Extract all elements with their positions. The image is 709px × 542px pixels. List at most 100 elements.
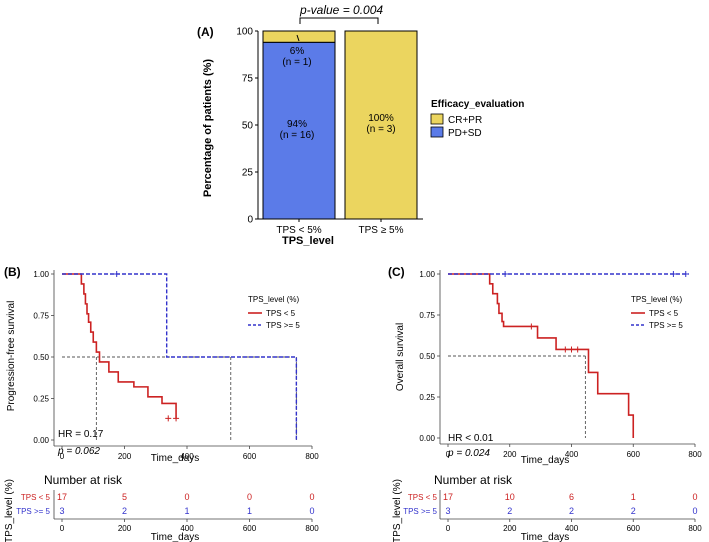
panel-c-x-tick-label: 600	[627, 450, 641, 459]
panel-b-legend-lt5: TPS < 5	[266, 309, 296, 318]
bar-annotation-count: (n = 1)	[282, 57, 311, 68]
risk-table-c-cell: 2	[507, 506, 512, 516]
panel-b-ylabel: Progression-free survival	[6, 301, 17, 412]
risk-table-c-x-tick-label: 800	[688, 524, 702, 533]
bar-annotation-pct: 100%	[368, 113, 394, 124]
panel-c-censor-mark	[528, 323, 535, 330]
panel-b-x-tick-label: 0	[60, 452, 65, 461]
panel-a-x-tick-label: TPS ≥ 5%	[359, 225, 404, 236]
annotation-leader-line	[296, 34, 300, 42]
risk-table-c-x-tick-label: 600	[627, 524, 641, 533]
bar-annotation-pct: 94%	[287, 119, 307, 130]
panel-a-y-tick-label: 25	[242, 168, 254, 179]
panel-b-xlabel: Time_days	[151, 453, 200, 464]
risk-table-c-row-label: TPS < 5	[408, 493, 438, 502]
bar-tps-ge5-cr-pr	[344, 30, 418, 220]
risk-table-b-cell: 5	[122, 492, 127, 502]
bar-tps-lt5-cr-pr	[262, 30, 336, 43]
risk-table-b-cell: 17	[57, 492, 67, 502]
risk-table-b-row-label: TPS < 5	[21, 493, 51, 502]
panel-a-y-tick-label: 50	[242, 121, 254, 132]
panel-b-curve-tps-lt5	[62, 273, 177, 419]
panel-b-legend-ge5: TPS >= 5	[266, 321, 300, 330]
panel-c-axes: 0 200 400 600 800 0.00 0.25 0.50 0.75 1.00	[419, 270, 702, 459]
risk-table-b: Number at risk TPS_level (%) Time_days T…	[4, 473, 319, 542]
risk-table-c-cell: 3	[445, 506, 450, 516]
risk-table-c-cell: 2	[631, 506, 636, 516]
risk-table-b-cell: 1	[247, 506, 252, 516]
panel-b-axes: 0 200 400 600 800 0.00 0.25 0.50 0.75 1.00	[33, 270, 319, 461]
panel-a-legend: Efficacy_evaluation CR+PR PD+SD	[430, 99, 524, 139]
panel-b-pvalue: p = 0.062	[57, 446, 100, 457]
panel-a-pvalue-bracket	[299, 17, 379, 24]
panel-c-x-tick-label: 0	[446, 450, 451, 459]
panel-c-y-tick-label: 0.75	[419, 311, 435, 320]
risk-table-b-x-tick-label: 200	[118, 524, 132, 533]
risk-table-b-ylabel: TPS_level (%)	[4, 479, 15, 542]
panel-b-censor-mark	[113, 271, 120, 277]
panel-b-y-tick-label: 0.25	[33, 395, 49, 404]
panel-c-censor-mark	[568, 346, 575, 353]
risk-table-c-cell: 6	[569, 492, 574, 502]
risk-table-c-cell: 1	[631, 492, 636, 502]
panel-b-curve-tps-ge5	[62, 273, 298, 440]
panel-b-y-tick-label: 0.00	[33, 436, 49, 445]
risk-table-b-row-label: TPS >= 5	[16, 507, 50, 516]
risk-table-c-x-tick-label: 200	[503, 524, 517, 533]
bar-annotation-pct: 6%	[290, 46, 305, 57]
panel-c: (C) 0 200 400 600 800 0.00 0.25 0.50 0.75 1.00 Ti…	[388, 265, 702, 466]
panel-b-curves	[62, 271, 298, 440]
panel-c-y-tick-label: 0.50	[419, 352, 435, 361]
panel-b-x-tick-label: 800	[305, 452, 319, 461]
panel-c-y-tick-label: 1.00	[419, 270, 435, 279]
panel-c-pvalue: p = 0.024	[447, 448, 490, 459]
panel-b-y-tick-label: 0.50	[33, 353, 49, 362]
risk-table-c-x-tick-label: 400	[565, 524, 579, 533]
panel-b-x-tick-label: 400	[180, 452, 194, 461]
panel-c-censor-mark	[670, 271, 677, 277]
risk-table-c-cell: 0	[692, 492, 697, 502]
panel-a-bars: 6%(n = 1) 94%(n = 16) 100%(n = 3)	[262, 30, 418, 220]
panel-c-y-tick-label: 0.00	[419, 434, 435, 443]
panel-b-legend: TPS_level (%) TPS < 5 TPS >= 5	[248, 295, 300, 330]
panel-b: (B) 0 200 400 600 800 0.00 0.25 0.50 0.75 1.00 Ti…	[4, 265, 319, 464]
panel-a: (A) p-value = 0.004 0 25 50 75 100 6%(n = 1)…	[197, 3, 524, 247]
panel-a-xlabel: TPS_level	[282, 235, 334, 247]
risk-table-b-x-tick-label: 400	[180, 524, 194, 533]
risk-table-b-x-tick-label: 0	[60, 524, 65, 533]
risk-table-b-cell: 0	[309, 506, 314, 516]
panel-b-y-tick-label: 0.75	[33, 312, 49, 321]
risk-table-b-x-tick-label: 600	[243, 524, 257, 533]
panel-a-legend-title: Efficacy_evaluation	[431, 99, 524, 110]
panel-c-x-tick-label: 400	[565, 450, 579, 459]
risk-table-b-cell: 0	[184, 492, 189, 502]
risk-table-c-xlabel: Time_days	[521, 532, 570, 542]
panel-c-xlabel: Time_days	[521, 455, 570, 466]
risk-table-c-cell: 17	[443, 492, 453, 502]
risk-table-b-cell: 0	[247, 492, 252, 502]
risk-table-b-title: Number at risk	[44, 473, 123, 487]
panel-b-x-tick-label: 600	[243, 452, 257, 461]
legend-label-cr-pr: CR+PR	[448, 115, 482, 126]
risk-table-b-cell: 1	[184, 506, 189, 516]
legend-label-pd-sd: PD+SD	[448, 128, 482, 139]
panel-c-x-tick-label: 800	[688, 450, 702, 459]
risk-table-c-cell: 2	[569, 506, 574, 516]
risk-table-b-cell: 3	[59, 506, 64, 516]
panel-b-censor-mark	[165, 415, 172, 422]
risk-table-b-x-tick-label: 800	[305, 524, 319, 533]
panel-c-curves	[448, 271, 689, 438]
panel-b-label: (B)	[4, 265, 21, 279]
panel-a-y-axis: 0 25 50 75 100	[236, 27, 259, 226]
panel-c-censor-mark	[574, 346, 581, 353]
panel-b-censor-mark	[173, 415, 180, 422]
panel-c-legend-ge5: TPS >= 5	[649, 321, 683, 330]
legend-swatch-cr-pr	[430, 113, 444, 125]
risk-table-b-body: TPS < 5 17 5 0 0 0 TPS >= 5 3 2 1 1 0 0 200 400 600 800	[16, 490, 319, 533]
risk-table-c-cell: 10	[505, 492, 515, 502]
panel-a-y-tick-label: 75	[242, 74, 254, 85]
panel-c-x-tick-label: 200	[503, 450, 517, 459]
bar-annotation-count: (n = 16)	[280, 130, 315, 141]
